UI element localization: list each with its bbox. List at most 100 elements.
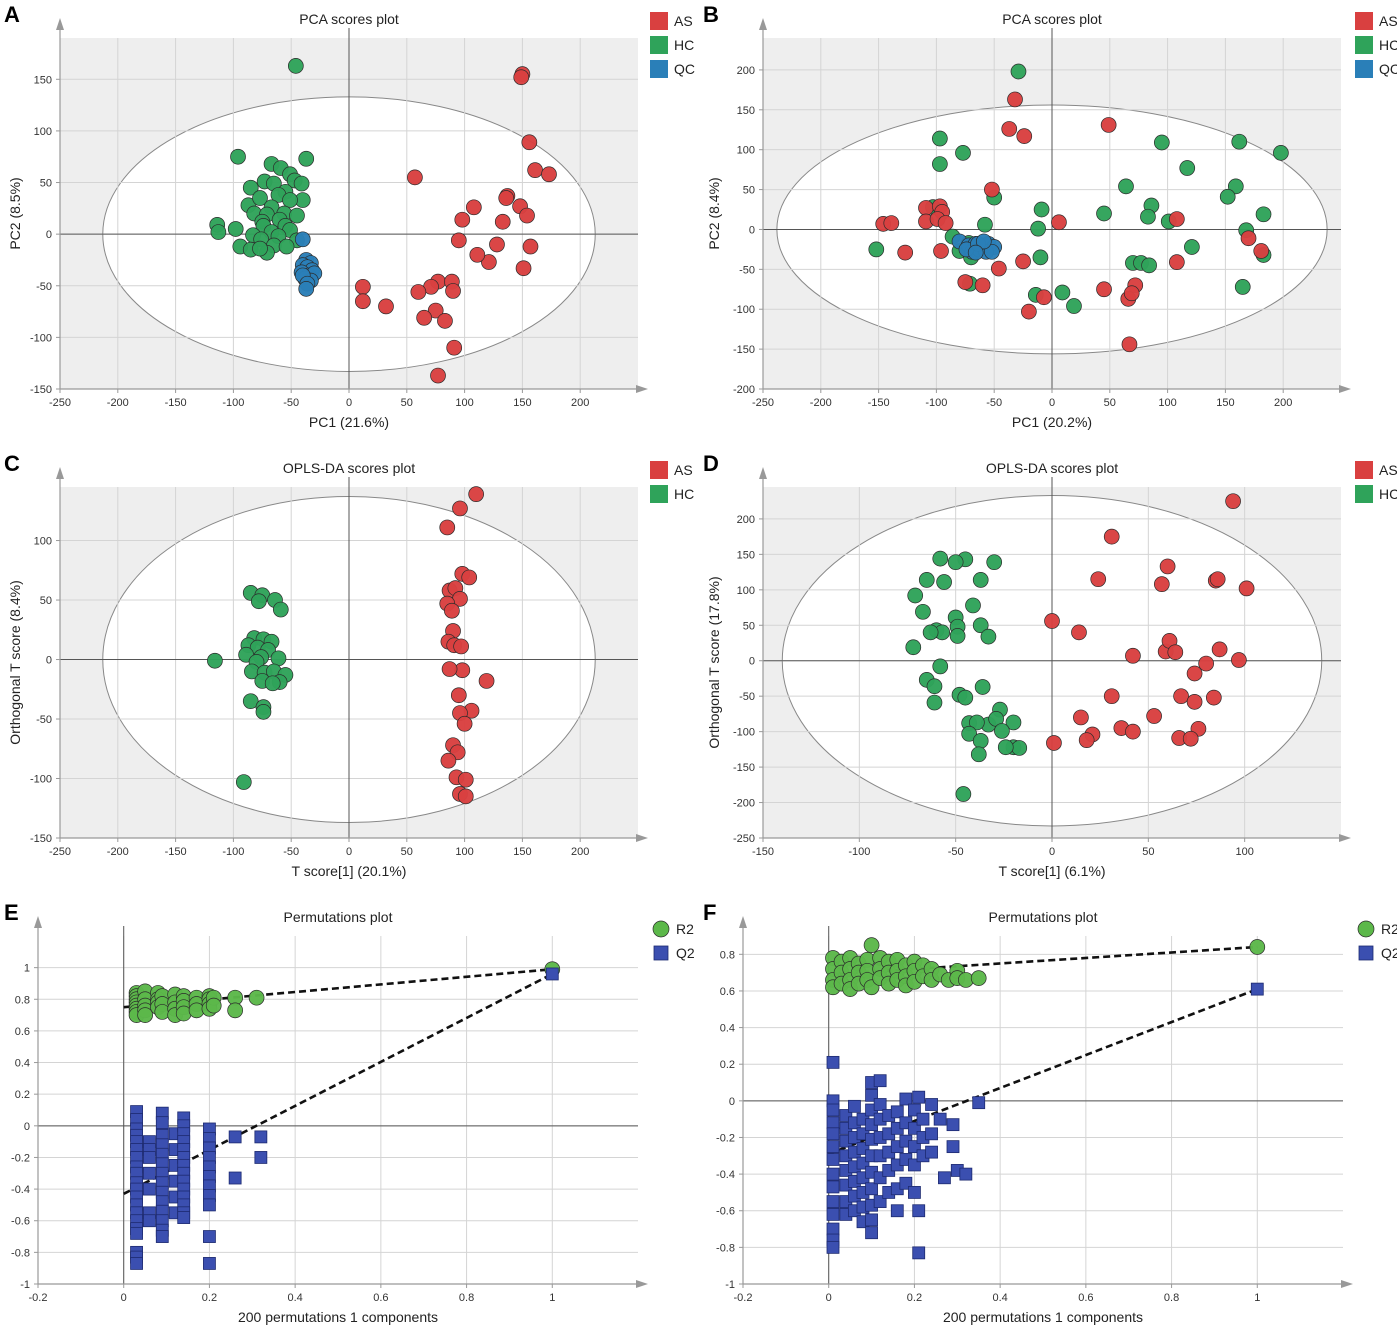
series-as-a xyxy=(355,66,557,384)
data-point-as xyxy=(984,181,1000,198)
data-point-q2 xyxy=(826,1167,840,1181)
series-hc-c xyxy=(207,585,294,790)
y-tick-label-e: 0.4 xyxy=(15,1058,30,1070)
x-tick-label-e: 0 xyxy=(121,1292,127,1304)
x-tick-label-d: -50 xyxy=(948,846,964,858)
legend-label-qc-b: QC xyxy=(1379,61,1397,77)
data-point-as xyxy=(1198,655,1214,672)
legend-label-r2-f: R2 xyxy=(1381,921,1397,937)
data-point-as xyxy=(1186,665,1203,682)
data-point-hc xyxy=(298,150,315,167)
data-point-as xyxy=(445,283,461,299)
y-tick-label-b: 100 xyxy=(737,145,755,157)
data-point-q2 xyxy=(826,1140,840,1154)
x-tick-label-c: -150 xyxy=(165,846,187,858)
y-tick-label-f: 0 xyxy=(729,1096,735,1108)
data-point-as xyxy=(1071,624,1087,641)
data-point-as xyxy=(1015,253,1031,270)
data-point-as xyxy=(430,367,446,384)
y-tick-label-f: -0.8 xyxy=(716,1242,735,1254)
data-point-hc xyxy=(1141,257,1157,274)
data-point-as xyxy=(897,244,914,261)
panel-label-f: F xyxy=(703,900,716,925)
data-point-hc xyxy=(210,224,227,240)
y-tick-label-b: -50 xyxy=(739,264,755,276)
y-tick-label-d: 50 xyxy=(743,620,755,632)
legend-swatch-hc-b xyxy=(1355,36,1373,54)
data-point-as xyxy=(407,169,423,186)
data-point-as xyxy=(1168,254,1185,271)
y-tick-label-d: -200 xyxy=(733,798,755,810)
data-point-q2 xyxy=(203,1198,216,1212)
data-point-hc xyxy=(230,148,246,165)
x-tick-label-b: 150 xyxy=(1216,397,1234,409)
y-tick-label-e: 0.6 xyxy=(15,1026,30,1038)
data-point-q2 xyxy=(946,1140,960,1154)
y-tick-label-d: 200 xyxy=(737,514,755,526)
x-tick-label-e: 0.6 xyxy=(373,1292,388,1304)
data-point-q2 xyxy=(925,1145,938,1159)
x-axis-label-b: PC1 (20.2%) xyxy=(1012,414,1092,430)
data-point-qc xyxy=(967,244,984,261)
panel-e: E -0.2 0 0.2 0.4 0.6 0.8 1 -1 -0.8 -0.6 -0.4 -0.2 0 0.… xyxy=(0,890,698,1332)
legend-swatch-as-b xyxy=(1355,12,1373,30)
series-as-d xyxy=(1044,493,1255,751)
data-point-hc xyxy=(1005,714,1022,731)
y-tick-label-f: 0.2 xyxy=(720,1059,735,1071)
data-point-hc xyxy=(932,550,949,567)
data-point-hc xyxy=(955,145,971,161)
data-point-hc xyxy=(970,746,987,763)
data-point-q2 xyxy=(890,1105,904,1119)
series-as-b xyxy=(875,91,1270,353)
data-point-q2 xyxy=(155,1116,169,1130)
x-tick-label-a: 200 xyxy=(571,397,589,409)
data-point-as xyxy=(457,788,474,805)
y-tick-label-e: -1 xyxy=(20,1279,30,1291)
data-point-as xyxy=(541,166,557,183)
data-point-hc xyxy=(972,733,989,749)
x-axis-label-c: T score[1] (20.1%) xyxy=(292,863,407,879)
data-point-as xyxy=(515,260,532,277)
data-point-hc xyxy=(1234,279,1251,295)
data-point-as xyxy=(355,293,371,310)
data-point-as xyxy=(957,274,974,290)
x-tick-label-a: -150 xyxy=(165,397,187,409)
data-point-q2 xyxy=(203,1257,216,1270)
data-point-hc xyxy=(1179,160,1196,176)
y-tick-label-a: 100 xyxy=(34,126,52,138)
y-tick-label-b: 150 xyxy=(737,105,755,117)
x-tick-label-f: 0 xyxy=(826,1292,832,1304)
x-tick-label-d: -100 xyxy=(848,846,870,858)
data-point-hc xyxy=(255,704,272,720)
legend-label-hc-b: HC xyxy=(1379,37,1397,53)
data-point-hc xyxy=(997,739,1014,756)
data-point-hc xyxy=(907,587,924,604)
data-point-hc xyxy=(1033,201,1050,218)
data-point-q2 xyxy=(972,1096,986,1110)
x-tick-label-a: -250 xyxy=(49,397,71,409)
legend-swatch-as-a xyxy=(650,12,668,30)
data-point-hc xyxy=(1030,220,1046,237)
data-point-hc xyxy=(961,725,978,742)
data-point-hc xyxy=(1096,205,1112,222)
data-point-hc xyxy=(242,693,259,710)
data-point-as xyxy=(440,752,457,769)
y-tick-label-a: 50 xyxy=(40,178,52,190)
data-point-q2 xyxy=(899,1092,913,1106)
data-point-hc xyxy=(1227,178,1244,195)
data-point-as xyxy=(494,213,511,230)
data-point-hc xyxy=(207,652,223,669)
y-axis-arrow-a xyxy=(56,18,64,30)
data-point-q2 xyxy=(959,1167,973,1181)
data-point-as xyxy=(1090,571,1107,588)
x-tick-label-c: 200 xyxy=(571,846,589,858)
data-point-as xyxy=(456,715,473,732)
legend-swatch-hc-a xyxy=(650,36,668,54)
legend-label-hc-a: HC xyxy=(674,37,694,53)
x-tick-label-a: -100 xyxy=(222,397,244,409)
data-point-q2 xyxy=(912,1246,926,1260)
x-tick-label-a: 0 xyxy=(346,397,352,409)
y-axis-arrow-d xyxy=(759,467,767,479)
x-tick-label-c: -50 xyxy=(283,846,299,858)
data-point-q2 xyxy=(826,1195,840,1208)
